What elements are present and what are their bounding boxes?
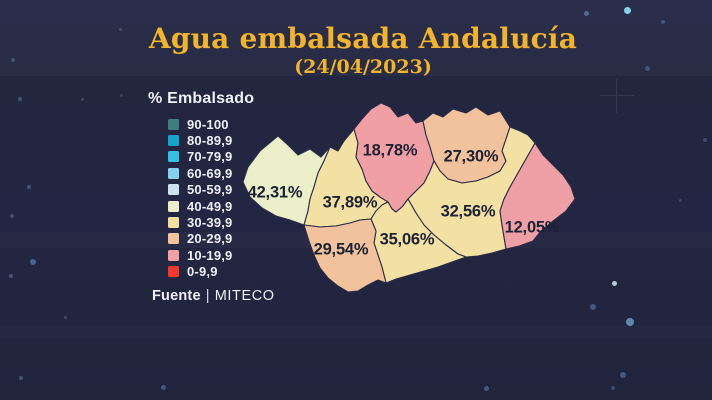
star-dot — [623, 6, 631, 14]
legend-range-label: 0-9,9 — [187, 264, 218, 280]
legend-color-swatch — [168, 200, 179, 212]
star-dot — [63, 315, 67, 319]
star-dot — [620, 372, 626, 378]
star-dot — [9, 274, 13, 278]
star-dot — [19, 376, 23, 380]
legend-item: 60-69,9 — [168, 165, 254, 181]
legend-item: 50-59,9 — [168, 182, 254, 198]
legend-range-label: 90-100 — [187, 116, 229, 132]
star-dot — [678, 198, 682, 202]
star-dot — [590, 304, 596, 310]
star-dot — [703, 138, 707, 142]
star-dot — [10, 214, 14, 218]
legend-color-swatch — [168, 118, 179, 130]
legend-range-label: 70-79,9 — [187, 149, 233, 165]
star-dot — [18, 97, 22, 101]
source-name: MITECO — [214, 288, 275, 304]
value-label-malaga: 35,06% — [380, 230, 435, 248]
page-title: Agua embalsada Andalucía — [148, 22, 578, 55]
legend-range-label: 60-69,9 — [187, 165, 233, 181]
legend-range-label: 50-59,9 — [187, 182, 233, 198]
legend-color-swatch — [168, 233, 179, 245]
star-dot — [30, 259, 36, 265]
province-almeria — [499, 142, 576, 250]
value-label-almeria: 12,05% — [505, 218, 560, 236]
province-cadiz — [303, 218, 387, 293]
legend: % Embalsado 90-100 80-89,9 70-79,9 60-69,9 5… — [148, 90, 254, 280]
legend-color-swatch — [168, 266, 179, 278]
value-label-cordoba: 18,78% — [363, 141, 418, 159]
header: Agua embalsada Andalucía (24/04/2023) — [14, 24, 712, 79]
legend-item: 10-19,9 — [168, 247, 254, 263]
legend-range-label: 30-39,9 — [187, 215, 233, 231]
legend-item: 90-100 — [168, 116, 254, 132]
value-label-cadiz: 29,54% — [314, 240, 369, 258]
legend-color-swatch — [168, 135, 179, 147]
star-dot — [483, 385, 489, 391]
legend-item: 80-89,9 — [168, 132, 254, 148]
background-band — [0, 325, 712, 339]
star-dot — [626, 318, 634, 326]
star-dot — [611, 386, 615, 390]
value-label-jaen: 27,30% — [444, 147, 499, 165]
star-dot — [611, 280, 617, 286]
legend-color-swatch — [168, 217, 179, 229]
date-subtitle: (24/04/2023) — [294, 56, 432, 78]
star-dot — [119, 93, 123, 97]
legend-color-swatch — [168, 249, 179, 261]
star-dot — [27, 185, 31, 189]
star-dot — [583, 10, 589, 16]
value-label-granada: 32,56% — [441, 202, 496, 220]
legend-item: 30-39,9 — [168, 214, 254, 230]
legend-color-swatch — [168, 184, 179, 196]
legend-range-label: 20-29,9 — [187, 231, 233, 247]
legend-item: 40-49,9 — [168, 198, 254, 214]
legend-color-swatch — [168, 167, 179, 179]
legend-range-label: 10-19,9 — [187, 247, 233, 263]
value-label-huelva: 42,31% — [248, 183, 303, 201]
star-dot — [80, 97, 84, 101]
legend-items: 90-100 80-89,9 70-79,9 60-69,9 50-59,9 40-49,… — [148, 116, 254, 280]
legend-item: 70-79,9 — [168, 149, 254, 165]
legend-title: % Embalsado — [148, 90, 255, 107]
star-dot — [160, 384, 166, 390]
source-label: Fuente — [152, 288, 201, 304]
source-separator: | — [205, 288, 210, 304]
source-attribution: Fuente | MITECO — [152, 288, 275, 304]
legend-item: 0-9,9 — [168, 264, 254, 280]
andalucia-map: 42,31% 37,89% 18,78% 27,30% 32,56% 12,05… — [238, 99, 582, 299]
legend-range-label: 40-49,9 — [187, 198, 233, 214]
legend-item: 20-29,9 — [168, 231, 254, 247]
crosshair-decoration — [600, 79, 634, 113]
value-label-sevilla: 37,89% — [323, 193, 378, 211]
legend-color-swatch — [168, 151, 179, 163]
legend-range-label: 80-89,9 — [187, 133, 233, 149]
